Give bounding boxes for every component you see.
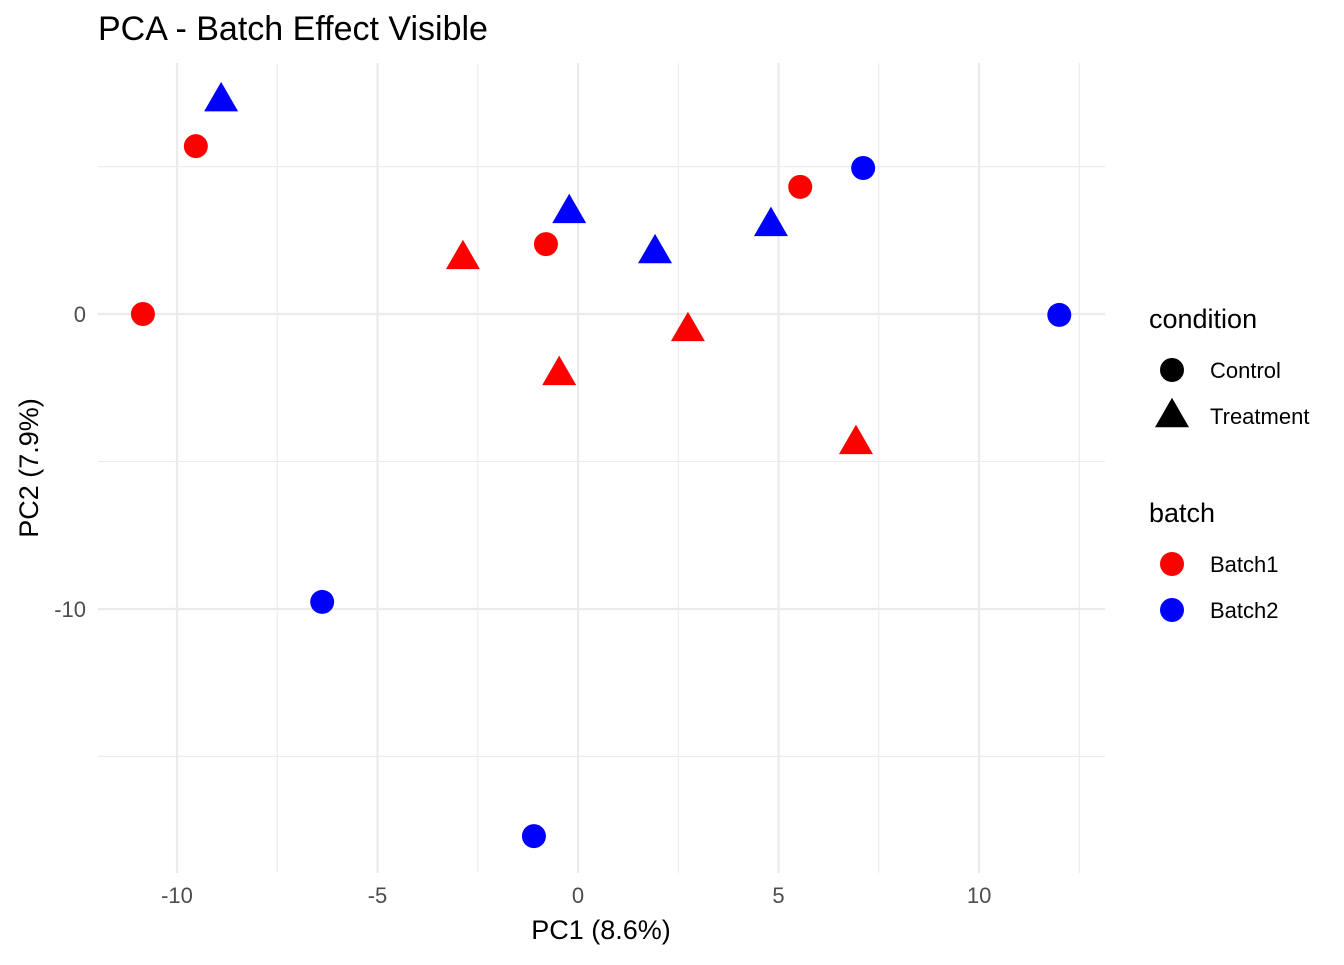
point-treatment-batch1 xyxy=(838,424,873,455)
x-axis-label: PC1 (8.6%) xyxy=(531,915,671,945)
point-control-batch2 xyxy=(1047,302,1072,327)
legend-title-batch: batch xyxy=(1149,498,1215,528)
point-control-batch2 xyxy=(310,589,335,614)
y-axis-label: PC2 (7.9%) xyxy=(14,398,44,538)
legend-label-batch2: Batch2 xyxy=(1210,598,1279,623)
x-tick-label: -5 xyxy=(368,883,388,908)
point-treatment-batch1 xyxy=(445,239,480,270)
y-tick-label: 0 xyxy=(74,302,86,327)
tick-labels: -10 -5 0 5 10 0 -10 xyxy=(54,302,991,908)
chart-title: PCA - Batch Effect Visible xyxy=(98,10,488,48)
point-treatment-batch1 xyxy=(670,311,705,342)
legend-label-batch1: Batch1 xyxy=(1210,552,1279,577)
point-control-batch2 xyxy=(521,824,546,849)
grid xyxy=(98,63,1105,873)
point-treatment-batch2 xyxy=(552,193,587,224)
legend-key-control xyxy=(1160,358,1184,382)
legend-key-batch1 xyxy=(1160,552,1184,576)
point-control-batch1 xyxy=(130,302,155,327)
data-points xyxy=(130,81,1072,849)
point-treatment-batch1 xyxy=(542,355,577,386)
point-treatment-batch2 xyxy=(638,233,673,264)
legend-key-batch2 xyxy=(1160,598,1184,622)
point-treatment-batch2 xyxy=(204,81,239,112)
x-tick-label: 5 xyxy=(772,883,784,908)
legend-key-treatment xyxy=(1155,397,1189,428)
point-control-batch1 xyxy=(183,134,208,159)
point-treatment-batch2 xyxy=(753,206,788,237)
point-control-batch2 xyxy=(851,156,876,181)
legend-label-treatment: Treatment xyxy=(1210,404,1309,429)
legend: condition Control Treatment batch Batch1 Batc… xyxy=(1149,304,1309,623)
point-control-batch1 xyxy=(533,232,558,257)
x-tick-label: 0 xyxy=(572,883,584,908)
point-control-batch1 xyxy=(788,174,813,199)
legend-title-condition: condition xyxy=(1149,304,1257,334)
x-tick-label: -10 xyxy=(161,883,193,908)
legend-label-control: Control xyxy=(1210,358,1281,383)
y-tick-label: -10 xyxy=(54,597,86,622)
x-tick-label: 10 xyxy=(967,883,991,908)
